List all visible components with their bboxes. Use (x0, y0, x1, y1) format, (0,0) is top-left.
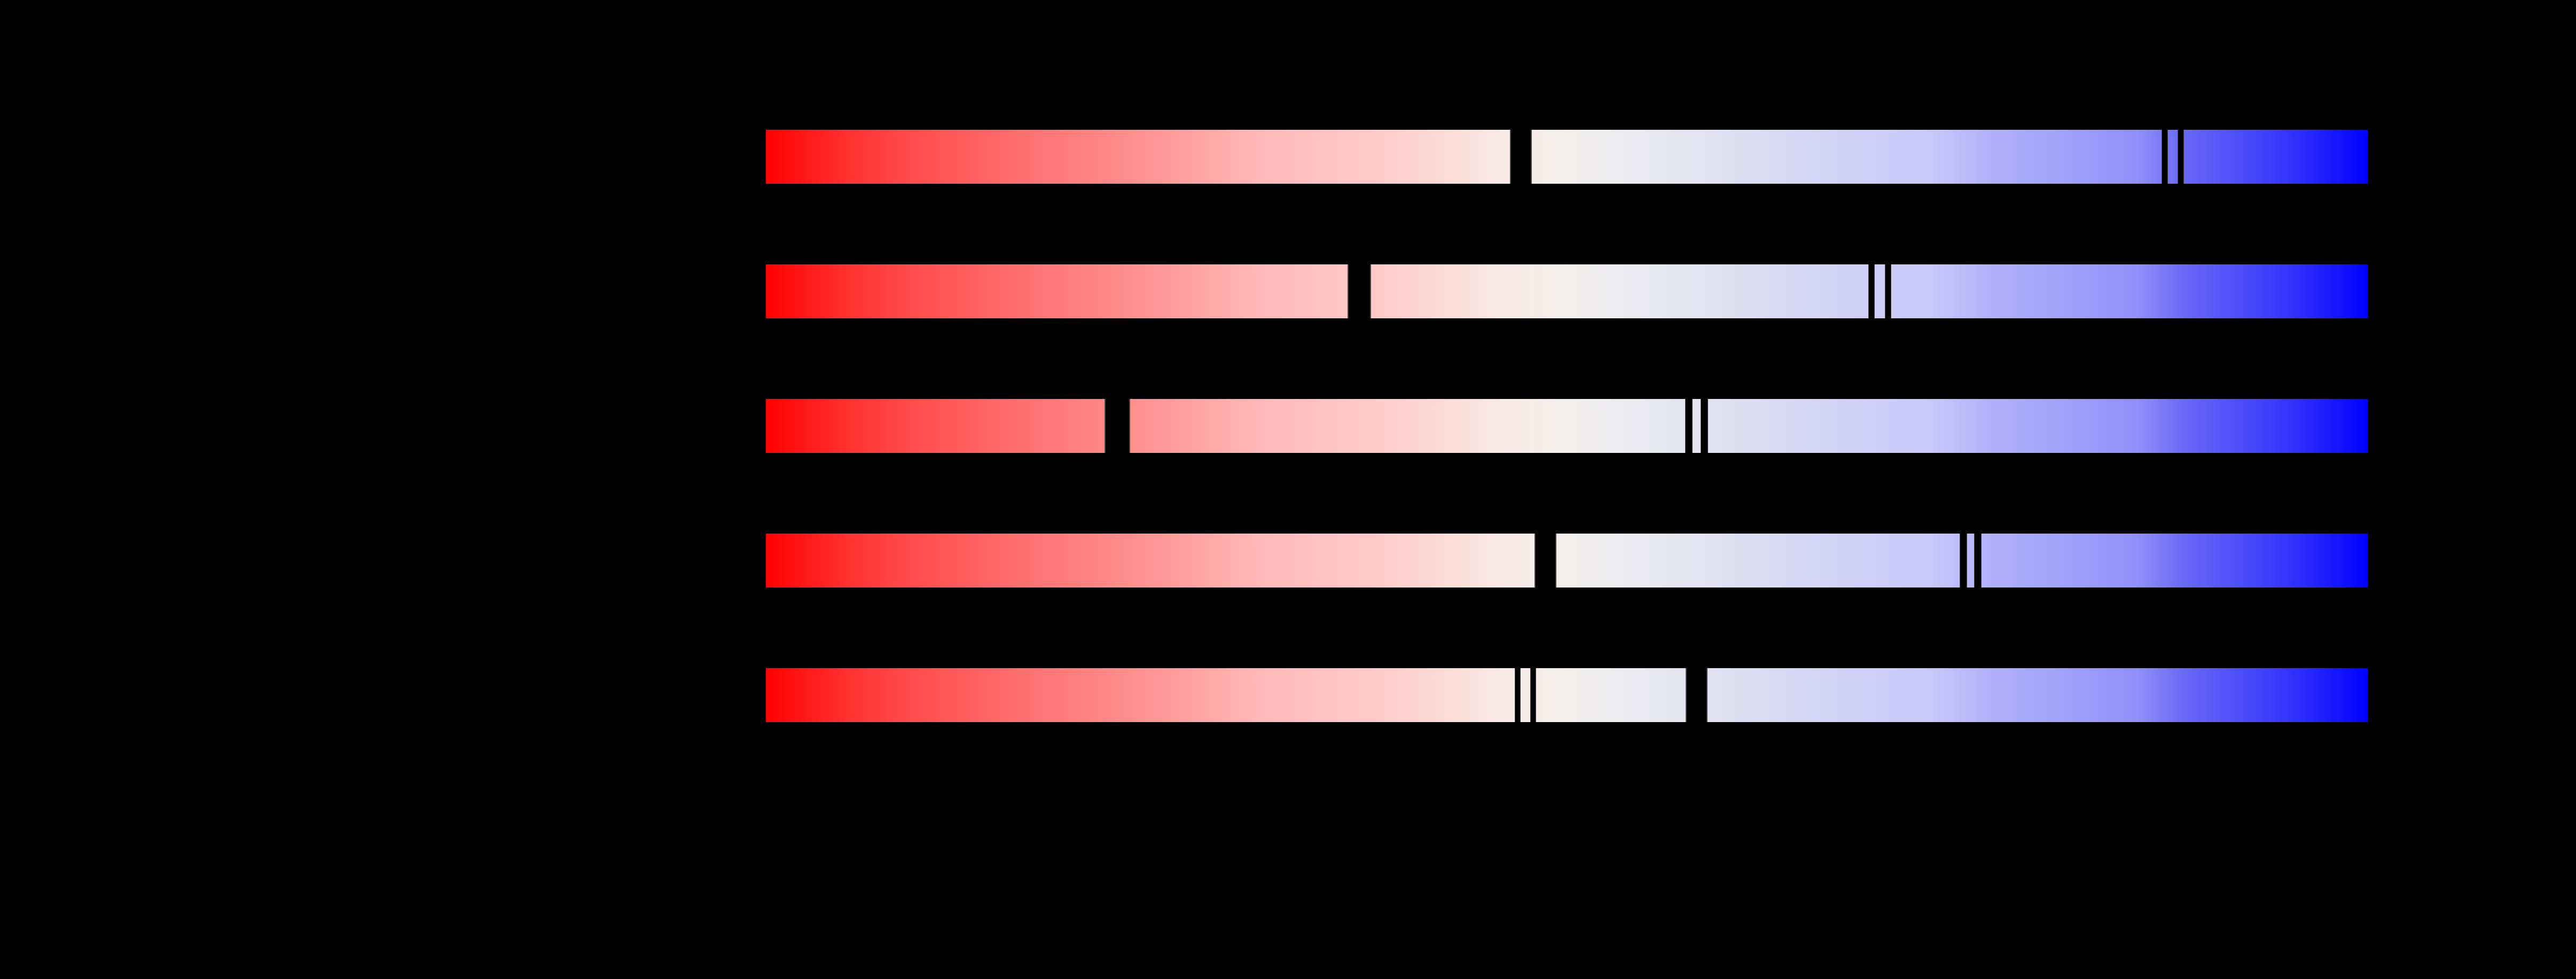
double-tick-line (1701, 399, 1708, 453)
gradient-bar-row-2 (766, 264, 2368, 318)
double-tick-line (2178, 130, 2184, 184)
double-tick-line (1530, 668, 1536, 722)
gradient-bar-row-1 (766, 130, 2368, 184)
double-tick-line (1685, 399, 1693, 453)
gradient-bar-row-5 (766, 668, 2368, 722)
double-tick-line (1515, 668, 1521, 722)
double-tick-line (1974, 534, 1982, 588)
double-tick-line (1960, 534, 1967, 588)
gap-marker (1510, 130, 1532, 184)
gap-marker (1686, 668, 1708, 722)
gap-marker (1348, 264, 1371, 318)
double-tick-line (1885, 264, 1891, 318)
gap-marker (1534, 534, 1556, 588)
gap-marker (1105, 399, 1130, 453)
double-tick-line (2162, 130, 2168, 184)
gradient-bar-row-3 (766, 399, 2368, 453)
gradient-bar-row-4 (766, 534, 2368, 588)
double-tick-line (1868, 264, 1875, 318)
